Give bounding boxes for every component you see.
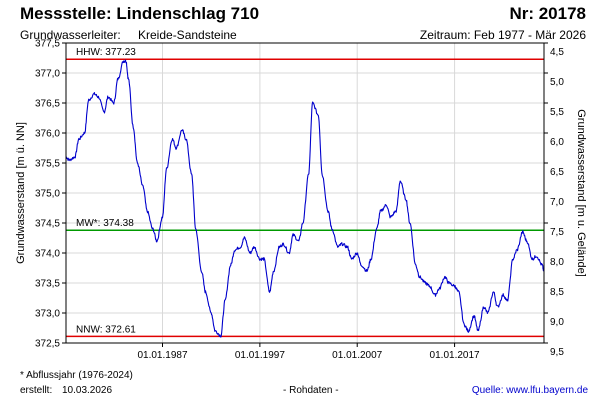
y-tick-label-left: 376,0 [35,129,60,140]
y-tick-label-left: 372,5 [35,339,60,350]
y-tick-label-right: 9,0 [550,317,564,328]
y-tick-label-left: 377,5 [35,39,60,50]
y-tick-label-left: 377,0 [35,69,60,80]
y-tick-label-right: 7,5 [550,227,564,238]
source-link[interactable]: Quelle: www.lfu.bayern.de [471,385,588,396]
y-tick-label-right: 7,0 [550,197,564,208]
y-tick-label-right: 6,0 [550,137,564,148]
reference-label-mw: MW*: 374.38 [76,218,134,229]
y-axis-title-right: Grundwasserstand [m u. Gelände] [575,109,587,277]
y-tick-label-left: 373,5 [35,279,60,290]
y-tick-label-right: 5,0 [550,77,564,88]
x-tick-label: 01.01.2007 [332,350,382,361]
period-text: Zeitraum: Feb 1977 - Mär 2026 [419,28,586,42]
created-label: erstellt: [20,385,53,396]
footnote: * Abflussjahr (1976-2024) [20,370,133,381]
aquifer-label: Grundwasserleiter: [20,28,121,42]
y-tick-label-left: 375,0 [35,189,60,200]
y-tick-label-left: 374,5 [35,219,60,230]
y-tick-label-left: 374,0 [35,249,60,260]
created-date: 10.03.2026 [62,385,113,396]
x-tick-label: 01.01.2017 [430,350,480,361]
rawdata-label: - Rohdaten - [283,385,339,396]
plot-frame [65,42,545,344]
page-title: Messstelle: Lindenschlag 710 [20,4,260,23]
station-number: Nr: 20178 [509,4,586,23]
y-tick-label-right: 8,5 [550,287,564,298]
y-tick-label-left: 375,5 [35,159,60,170]
aquifer-value: Kreide-Sandsteine [138,28,237,42]
y-tick-label-right: 6,5 [550,167,564,178]
reference-label-hhw: HHW: 377.23 [76,47,136,58]
x-tick-label: 01.01.1987 [137,350,187,361]
y-tick-label-right: 9,5 [550,347,564,358]
y-tick-label-left: 373,0 [35,309,60,320]
y-tick-label-right: 5,5 [550,107,564,118]
y-axis-title-left: Grundwasserstand [m ü. NN] [15,122,27,264]
series-line-0 [65,59,545,338]
y-tick-label-right: 8,0 [550,257,564,268]
y-tick-label-left: 376,5 [35,99,60,110]
y-tick-label-right: 4,5 [550,47,564,58]
reference-label-nnw: NNW: 372.61 [76,324,136,335]
x-tick-label: 01.01.1997 [235,350,285,361]
